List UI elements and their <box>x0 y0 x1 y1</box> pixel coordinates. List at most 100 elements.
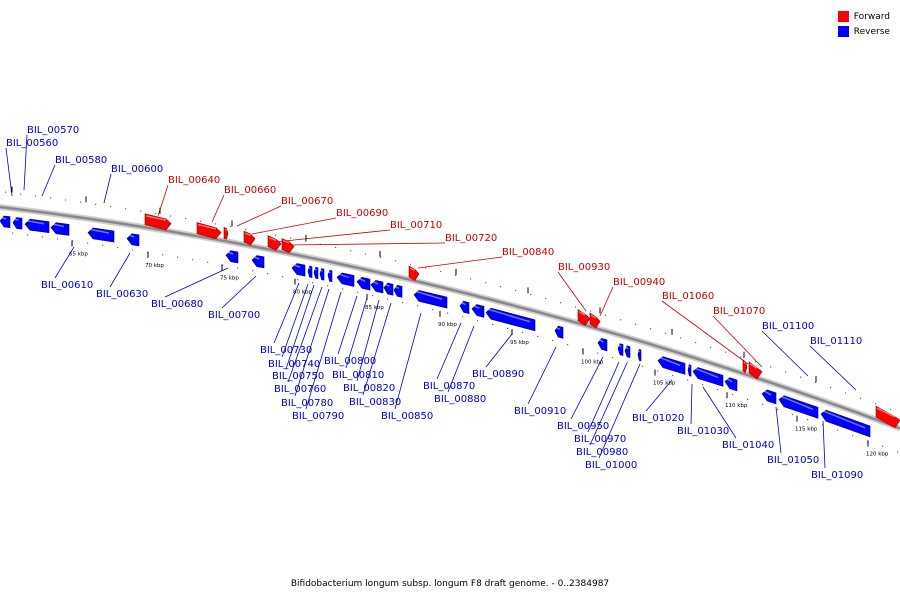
track-dot <box>372 295 374 297</box>
track-dot <box>125 208 127 210</box>
gene-label-bil-00660[interactable]: BIL_00660 <box>224 185 276 196</box>
label-leader <box>712 315 763 368</box>
gene-label-bil-00710[interactable]: BIL_00710 <box>390 220 442 231</box>
track-dot <box>410 263 412 265</box>
track-dot <box>102 244 104 246</box>
gene-label-bil-00680[interactable]: BIL_00680 <box>151 299 203 310</box>
gene-label-bil-00740[interactable]: BIL_00740 <box>268 359 320 370</box>
gene-label-bil-00940[interactable]: BIL_00940 <box>613 277 665 288</box>
track-dot <box>597 352 599 354</box>
gene-label-bil-00800[interactable]: BIL_00800 <box>324 356 376 367</box>
gene-label-bil-00690[interactable]: BIL_00690 <box>336 208 388 219</box>
label-leader <box>417 256 503 269</box>
gene-label-bil-00760[interactable]: BIL_00760 <box>274 384 326 395</box>
gene-highlight <box>88 228 110 234</box>
track-dot <box>417 305 419 307</box>
track-dot <box>552 339 554 342</box>
gene-label-bil-00970[interactable]: BIL_00970 <box>574 434 626 445</box>
label-leader <box>485 333 513 368</box>
track-dot <box>42 236 44 238</box>
gene-label-bil-00670[interactable]: BIL_00670 <box>281 196 333 207</box>
gene-label-bil-00730[interactable]: BIL_00730 <box>260 345 312 356</box>
label-leader <box>221 275 257 309</box>
gene-highlight <box>472 304 480 310</box>
track-dot <box>800 376 802 378</box>
gene-label-bil-00790[interactable]: BIL_00790 <box>292 411 344 422</box>
label-leader <box>809 345 857 391</box>
gene-label-bil-00600[interactable]: BIL_00600 <box>111 164 163 175</box>
gene-label-bil-00630[interactable]: BIL_00630 <box>96 289 148 300</box>
track-dot <box>717 389 719 391</box>
gene-label-bil-01060[interactable]: BIL_01060 <box>662 291 714 302</box>
gene-label-bil-00850[interactable]: BIL_00850 <box>381 411 433 422</box>
gene-label-bil-00830[interactable]: BIL_00830 <box>349 397 401 408</box>
label-leader <box>661 300 749 365</box>
track-dot <box>657 370 659 372</box>
label-leader <box>251 217 337 235</box>
gene-label-bil-00820[interactable]: BIL_00820 <box>343 383 395 394</box>
label-leader <box>294 288 330 397</box>
label-leader <box>447 325 475 393</box>
gene-label-bil-00700[interactable]: BIL_00700 <box>208 310 260 321</box>
gene-highlight <box>743 361 746 364</box>
track-dot <box>830 387 832 389</box>
gene-highlight <box>876 407 896 418</box>
track-dot <box>710 346 712 348</box>
gene-label-bil-01070[interactable]: BIL_01070 <box>713 306 765 317</box>
gene-label-bil-01050[interactable]: BIL_01050 <box>767 455 819 466</box>
gene-label-bil-01020[interactable]: BIL_01020 <box>632 413 684 424</box>
gene-highlight <box>282 239 290 244</box>
gene-label-bil-00640[interactable]: BIL_00640 <box>168 175 220 186</box>
gene-label-bil-00870[interactable]: BIL_00870 <box>423 381 475 392</box>
gene-label-bil-00950[interactable]: BIL_00950 <box>557 421 609 432</box>
reverse-gene <box>413 290 448 309</box>
gene-label-bil-00840[interactable]: BIL_00840 <box>502 247 554 258</box>
reverse-gene <box>12 217 23 230</box>
track-dot <box>140 210 142 212</box>
gene-highlight <box>821 409 866 429</box>
track-dot <box>440 270 442 273</box>
track-dot <box>387 298 389 300</box>
gene-label-bil-01040[interactable]: BIL_01040 <box>722 440 774 451</box>
gene-highlight <box>328 271 331 274</box>
track-dot <box>185 218 187 220</box>
gene-label-bil-00580[interactable]: BIL_00580 <box>55 155 107 166</box>
reverse-gene <box>319 268 325 281</box>
gene-label-bil-00720[interactable]: BIL_00720 <box>445 233 497 244</box>
forward-gene <box>243 230 256 246</box>
gene-label-bil-00780[interactable]: BIL_00780 <box>281 398 333 409</box>
gene-highlight <box>197 223 217 230</box>
label-leader <box>362 302 392 396</box>
track-dot <box>627 361 629 363</box>
gene-label-bil-00880[interactable]: BIL_00880 <box>434 394 486 405</box>
gene-highlight <box>337 273 350 279</box>
gene-label-bil-01100[interactable]: BIL_01100 <box>762 321 814 332</box>
gene-highlight <box>460 301 466 306</box>
gene-label-bil-00750[interactable]: BIL_00750 <box>272 371 324 382</box>
forward-gene <box>875 405 900 429</box>
gene-label-bil-01000[interactable]: BIL_01000 <box>585 460 637 471</box>
gene-label-bil-00930[interactable]: BIL_00930 <box>558 262 610 273</box>
label-leader <box>589 362 628 446</box>
track-dot <box>312 282 314 284</box>
gene-label-bil-00560[interactable]: BIL_00560 <box>6 138 58 149</box>
track-dot <box>155 213 157 215</box>
gene-label-bil-01090[interactable]: BIL_01090 <box>811 470 863 481</box>
forward-gene <box>742 359 748 374</box>
gene-label-bil-00610[interactable]: BIL_00610 <box>41 280 93 291</box>
reverse-gene <box>291 263 306 277</box>
track-dot <box>837 429 839 431</box>
gene-label-bil-00980[interactable]: BIL_00980 <box>576 447 628 458</box>
gene-label-bil-00570[interactable]: BIL_00570 <box>27 125 79 136</box>
gene-label-bil-01110[interactable]: BIL_01110 <box>810 336 862 347</box>
track-dot <box>87 242 89 244</box>
forward-gene <box>223 226 229 240</box>
gene-label-bil-00810[interactable]: BIL_00810 <box>332 370 384 381</box>
gene-label-bil-00890[interactable]: BIL_00890 <box>472 369 524 380</box>
gene-label-bil-01030[interactable]: BIL_01030 <box>677 426 729 437</box>
label-leader <box>287 286 323 383</box>
backbone-line <box>0 205 900 430</box>
gene-label-bil-00910[interactable]: BIL_00910 <box>514 406 566 417</box>
gene-highlight <box>314 268 317 271</box>
reverse-gene <box>336 272 355 287</box>
